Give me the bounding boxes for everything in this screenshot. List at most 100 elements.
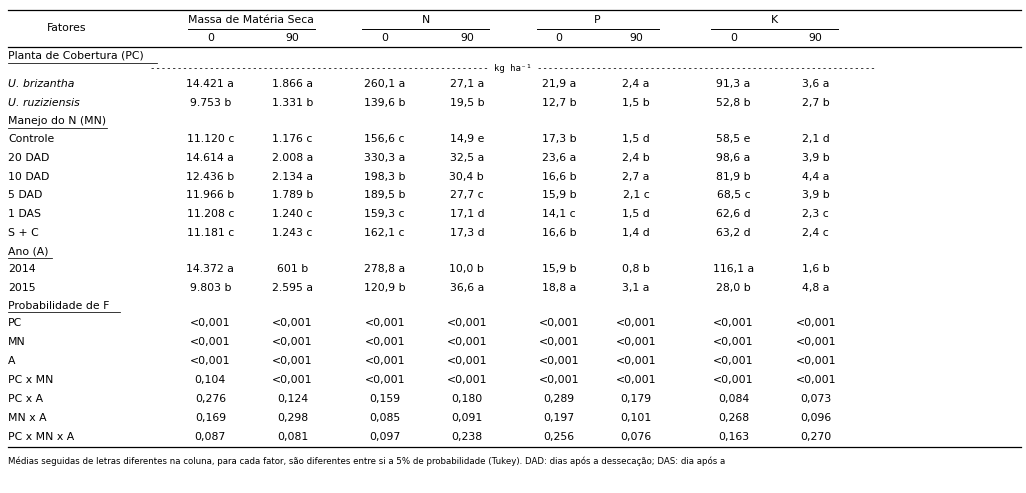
Text: U. ruziziensis: U. ruziziensis (8, 99, 80, 108)
Text: 14,1 c: 14,1 c (543, 210, 576, 219)
Text: <0,001: <0,001 (446, 337, 487, 347)
Text: 19,5 b: 19,5 b (449, 99, 484, 108)
Text: 90: 90 (808, 33, 823, 43)
Text: 0,180: 0,180 (451, 393, 482, 404)
Text: U. brizantha: U. brizantha (8, 79, 75, 89)
Text: 2.008 a: 2.008 a (272, 152, 313, 163)
Text: 278,8 a: 278,8 a (364, 264, 405, 274)
Text: 18,8 a: 18,8 a (542, 282, 577, 292)
Text: 10 DAD: 10 DAD (8, 172, 49, 181)
Text: 17,3 b: 17,3 b (542, 134, 577, 143)
Text: Probabilidade de F: Probabilidade de F (8, 301, 110, 311)
Text: 68,5 c: 68,5 c (717, 190, 750, 201)
Text: 1,5 d: 1,5 d (622, 134, 650, 143)
Text: 0: 0 (731, 33, 737, 43)
Text: 0,073: 0,073 (800, 393, 831, 404)
Text: 0,256: 0,256 (544, 431, 575, 442)
Text: 91,3 a: 91,3 a (716, 79, 751, 89)
Text: 0: 0 (207, 33, 213, 43)
Text: PC: PC (8, 317, 23, 328)
Text: 156,6 c: 156,6 c (364, 134, 405, 143)
Text: <0,001: <0,001 (616, 375, 657, 385)
Text: 0,124: 0,124 (277, 393, 308, 404)
Text: <0,001: <0,001 (272, 337, 313, 347)
Text: 1.866 a: 1.866 a (272, 79, 313, 89)
Text: 21,9 a: 21,9 a (542, 79, 577, 89)
Text: 0,084: 0,084 (718, 393, 749, 404)
Text: N: N (422, 15, 430, 25)
Text: 0,289: 0,289 (544, 393, 575, 404)
Text: 0,097: 0,097 (369, 431, 400, 442)
Text: 1,5 d: 1,5 d (622, 210, 650, 219)
Text: 14.614 a: 14.614 a (187, 152, 234, 163)
Text: 0,268: 0,268 (718, 413, 749, 423)
Text: S + C: S + C (8, 228, 39, 239)
Text: 1,6 b: 1,6 b (801, 264, 830, 274)
Text: P: P (594, 15, 601, 25)
Text: 27,1 a: 27,1 a (449, 79, 484, 89)
Text: 1,5 b: 1,5 b (622, 99, 650, 108)
Text: 62,6 d: 62,6 d (716, 210, 751, 219)
Text: 0,270: 0,270 (800, 431, 831, 442)
Text: 0: 0 (382, 33, 388, 43)
Text: <0,001: <0,001 (272, 355, 313, 366)
Text: 2.595 a: 2.595 a (272, 282, 313, 292)
Text: 63,2 d: 63,2 d (716, 228, 751, 239)
Text: 4,8 a: 4,8 a (802, 282, 829, 292)
Text: 0,101: 0,101 (621, 413, 652, 423)
Text: 0,085: 0,085 (369, 413, 400, 423)
Text: <0,001: <0,001 (713, 337, 754, 347)
Text: 15,9 b: 15,9 b (542, 190, 577, 201)
Text: 1.176 c: 1.176 c (272, 134, 313, 143)
Text: <0,001: <0,001 (364, 337, 405, 347)
Text: 260,1 a: 260,1 a (364, 79, 405, 89)
Text: --------------------------------------------------------------- kg ha⁻¹ --------: ----------------------------------------… (150, 64, 876, 73)
Text: 2,4 a: 2,4 a (623, 79, 649, 89)
Text: 90: 90 (285, 33, 300, 43)
Text: <0,001: <0,001 (539, 317, 580, 328)
Text: 17,1 d: 17,1 d (449, 210, 484, 219)
Text: 2,3 c: 2,3 c (802, 210, 829, 219)
Text: 2,4 c: 2,4 c (802, 228, 829, 239)
Text: Manejo do N (MN): Manejo do N (MN) (8, 116, 107, 127)
Text: 198,3 b: 198,3 b (364, 172, 405, 181)
Text: 0,076: 0,076 (621, 431, 652, 442)
Text: <0,001: <0,001 (616, 355, 657, 366)
Text: 0,298: 0,298 (277, 413, 308, 423)
Text: 81,9 b: 81,9 b (716, 172, 751, 181)
Text: 27,7 c: 27,7 c (450, 190, 483, 201)
Text: 0,081: 0,081 (277, 431, 308, 442)
Text: 1.243 c: 1.243 c (272, 228, 313, 239)
Text: 28,0 b: 28,0 b (716, 282, 751, 292)
Text: 14,9 e: 14,9 e (449, 134, 484, 143)
Text: <0,001: <0,001 (795, 375, 836, 385)
Text: 2014: 2014 (8, 264, 36, 274)
Text: 58,5 e: 58,5 e (716, 134, 751, 143)
Text: Fatores: Fatores (47, 24, 86, 34)
Text: 11.208 c: 11.208 c (187, 210, 234, 219)
Text: <0,001: <0,001 (364, 317, 405, 328)
Text: 0,276: 0,276 (195, 393, 226, 404)
Text: 2,1 d: 2,1 d (801, 134, 830, 143)
Text: 1.331 b: 1.331 b (272, 99, 313, 108)
Text: 36,6 a: 36,6 a (449, 282, 484, 292)
Text: 3,1 a: 3,1 a (623, 282, 649, 292)
Text: 0,238: 0,238 (451, 431, 482, 442)
Text: 4,4 a: 4,4 a (802, 172, 829, 181)
Text: 3,9 b: 3,9 b (801, 152, 830, 163)
Text: Médias seguidas de letras diferentes na coluna, para cada fator, são diferentes : Médias seguidas de letras diferentes na … (8, 457, 725, 466)
Text: 12.436 b: 12.436 b (186, 172, 235, 181)
Text: 1.789 b: 1.789 b (272, 190, 313, 201)
Text: <0,001: <0,001 (795, 355, 836, 366)
Text: 16,6 b: 16,6 b (542, 228, 577, 239)
Text: 0,087: 0,087 (195, 431, 226, 442)
Text: 0,091: 0,091 (451, 413, 482, 423)
Text: K: K (772, 15, 778, 25)
Text: <0,001: <0,001 (795, 337, 836, 347)
Text: 0,179: 0,179 (621, 393, 652, 404)
Text: 9.803 b: 9.803 b (190, 282, 231, 292)
Text: 2,7 b: 2,7 b (801, 99, 830, 108)
Text: 90: 90 (629, 33, 643, 43)
Text: 15,9 b: 15,9 b (542, 264, 577, 274)
Text: 0,104: 0,104 (195, 375, 226, 385)
